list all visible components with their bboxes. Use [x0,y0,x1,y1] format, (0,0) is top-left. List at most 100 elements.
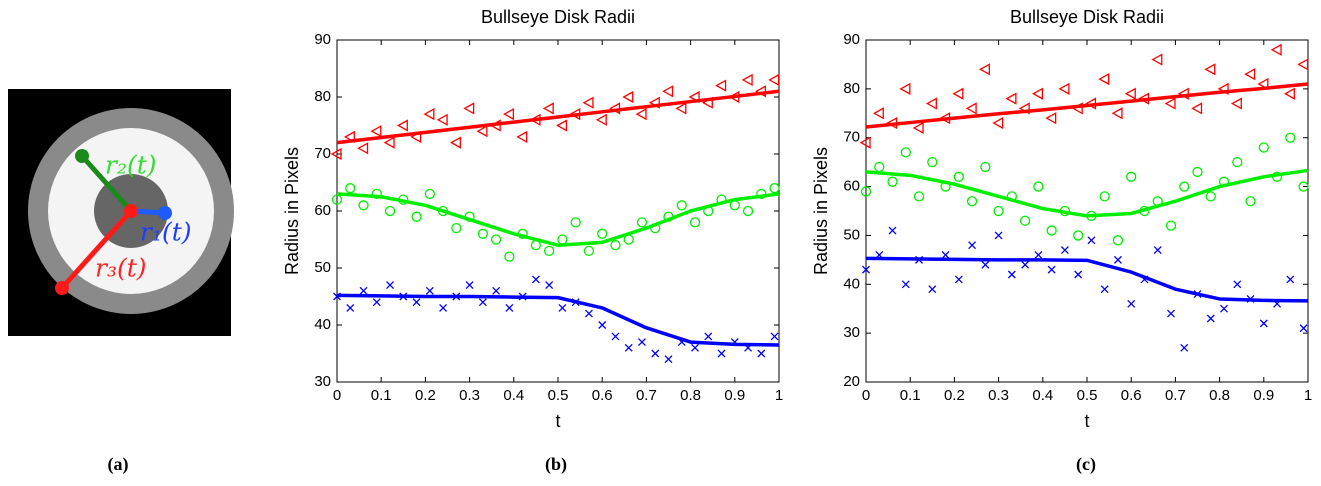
x-tick-label: 0.5 [548,387,569,404]
point [717,349,726,358]
point [769,183,780,194]
point [516,130,528,144]
point [1058,82,1070,95]
point [358,200,369,211]
point [477,228,489,239]
point [981,260,990,269]
point [439,303,448,312]
point [1045,112,1057,125]
point [412,298,421,307]
point [570,217,581,228]
fit-line [865,168,1309,218]
point [1233,280,1242,289]
point [1074,270,1083,279]
point [980,161,991,173]
point [492,286,501,295]
x-tick-label: 0.4 [503,387,524,404]
point [900,147,911,158]
point [1244,68,1256,81]
x-tick-label: 0.3 [988,387,1009,404]
x-tick-label: 0 [862,387,870,404]
point [1258,142,1269,153]
point [676,200,687,211]
point [927,156,938,168]
point [436,113,448,126]
point [859,136,871,149]
point [345,183,356,194]
x-tick-label: 0.6 [592,387,613,404]
point [1019,215,1031,226]
point [1113,255,1122,264]
point [704,332,713,341]
y-axis-label: Radius in Pixels [811,147,831,275]
y-tick-label: 40 [314,316,331,333]
point [691,343,699,352]
point [396,119,408,132]
point [424,188,435,200]
point [941,251,950,259]
point [1192,166,1203,178]
fit-line [865,82,1309,129]
point [371,188,382,200]
point [411,211,422,222]
point [993,205,1004,217]
point [741,73,753,87]
x-tick-label: 0.4 [1032,387,1053,404]
point [597,228,608,239]
point [610,240,621,251]
point [1127,299,1136,308]
panel-label: (b) [545,454,567,475]
point [1033,181,1044,192]
point [1151,53,1163,66]
point [372,298,381,307]
point [595,113,607,126]
point [925,97,937,110]
point [742,205,754,217]
y-tick-label: 30 [843,324,860,341]
point [531,275,540,284]
dot [158,206,172,220]
point [545,281,554,290]
point [503,107,515,121]
bullseye-image: r₁(t) r₂(t) r₃(t) [8,89,234,336]
point [689,217,701,228]
point [1005,92,1017,105]
point [979,63,990,76]
point [1047,265,1056,274]
fit-line [865,256,1309,303]
point [1100,285,1109,294]
point [1073,230,1084,241]
x-tick-label: 0 [333,387,341,404]
point [557,234,568,245]
point [556,119,568,132]
point [1153,246,1162,255]
point [465,281,474,290]
y-tick-label: 90 [314,31,331,48]
x-axis-label: t [555,411,560,431]
x-tick-label: 0.7 [636,387,657,404]
point [1060,246,1069,255]
point [715,79,727,92]
x-tick-label: 0.8 [680,387,701,404]
point [1165,220,1177,231]
x-tick-label: 0.7 [1165,387,1186,404]
point [1164,97,1176,110]
point [1124,87,1136,100]
point [1286,275,1295,284]
panel-label: (a) [108,454,129,475]
point [928,285,937,294]
panel-label: (c) [1076,454,1096,475]
point [901,280,910,289]
r3-label: r₃(t) [95,254,147,283]
fit-line [336,89,780,145]
point [1259,319,1268,328]
point [675,102,687,115]
point [1299,324,1308,333]
y-tick-label: 50 [843,226,860,243]
point [1099,191,1110,202]
x-tick-label: 0.2 [415,387,436,404]
x-axis-label: t [1084,411,1089,431]
point [953,171,964,182]
point [1180,343,1189,352]
